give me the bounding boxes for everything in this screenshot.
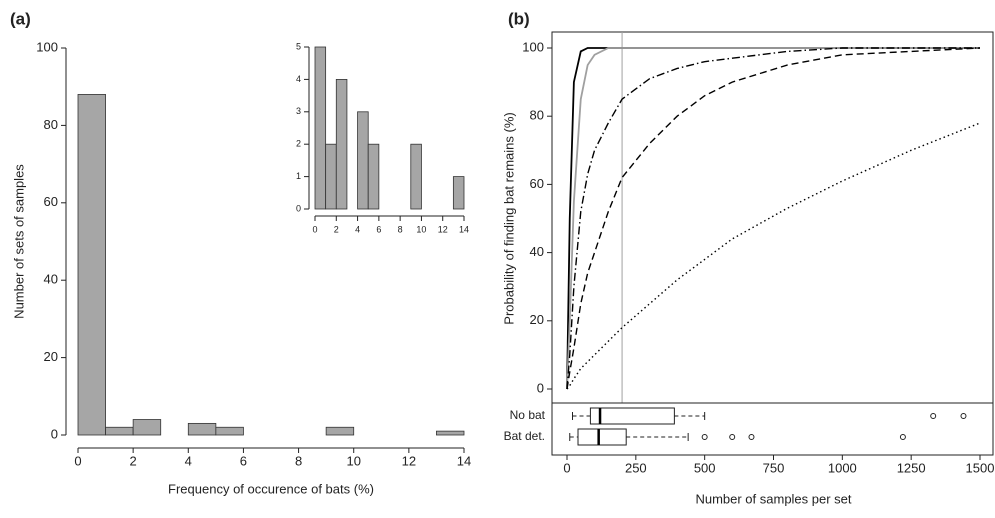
plot-frame	[551, 402, 994, 456]
y-tick-label: 1	[296, 171, 301, 181]
y-tick-label: 40	[530, 244, 544, 259]
x-tick-label: 10	[346, 453, 360, 468]
box	[577, 428, 627, 446]
outlier	[748, 434, 755, 440]
y-tick-label: 20	[530, 312, 544, 327]
x-tick-label: 12	[402, 453, 416, 468]
bar	[325, 426, 355, 436]
y-tick-label: 4	[296, 74, 301, 84]
panel-label: (a)	[10, 9, 31, 28]
x-tick-label: 1250	[897, 460, 926, 475]
series-line	[566, 47, 981, 390]
y-tick-label: 80	[44, 117, 58, 132]
y-tick-label: 0	[537, 380, 544, 395]
outlier	[930, 413, 937, 419]
bar	[187, 422, 217, 436]
bar	[436, 430, 465, 436]
x-axis-label: Frequency of occurence of bats (%)	[168, 481, 374, 496]
y-tick-label: 60	[44, 194, 58, 209]
box	[589, 407, 675, 425]
x-tick-label: 2	[334, 224, 339, 234]
x-axis-label: Number of samples per set	[695, 491, 851, 506]
y-tick-label: 2	[296, 139, 301, 149]
bar	[452, 176, 465, 210]
series-line	[566, 47, 980, 390]
bar	[215, 426, 244, 436]
x-tick-label: 0	[74, 453, 81, 468]
y-tick-label: 100	[36, 39, 58, 54]
y-tick-label: 0	[51, 426, 58, 441]
y-tick-label: 20	[44, 349, 58, 364]
bar	[314, 46, 327, 210]
y-tick-label: 60	[530, 176, 544, 191]
bar	[105, 426, 134, 436]
x-tick-label: 14	[457, 453, 471, 468]
x-tick-label: 8	[295, 453, 302, 468]
bar	[410, 143, 422, 210]
x-tick-label: 0	[563, 460, 570, 475]
x-tick-label: 1000	[828, 460, 857, 475]
category-label: No bat	[510, 408, 546, 422]
outlier	[701, 434, 708, 440]
y-tick-label: 40	[44, 272, 58, 287]
y-axis-label: Probability of finding bat remains (%)	[501, 112, 516, 324]
series-line	[566, 122, 981, 390]
panel-label: (b)	[508, 9, 530, 28]
series-line	[566, 47, 980, 390]
category-label: Bat det.	[504, 429, 545, 443]
x-tick-label: 4	[355, 224, 360, 234]
y-tick-label: 100	[522, 39, 544, 54]
y-axis-label: Number of sets of samples	[11, 164, 26, 319]
x-tick-label: 4	[185, 453, 192, 468]
bar	[325, 143, 337, 210]
bar	[77, 94, 106, 436]
series-line	[566, 47, 980, 390]
outlier	[899, 434, 906, 440]
x-tick-label: 6	[240, 453, 247, 468]
bar	[357, 111, 369, 210]
x-tick-label: 1500	[966, 460, 995, 475]
y-tick-label: 5	[296, 41, 301, 51]
x-tick-label: 12	[438, 224, 448, 234]
x-tick-label: 2	[130, 453, 137, 468]
bar	[367, 143, 380, 210]
x-tick-label: 8	[398, 224, 403, 234]
x-tick-label: 250	[625, 460, 647, 475]
outlier	[729, 434, 736, 440]
plot-frame	[551, 31, 994, 404]
y-tick-label: 0	[296, 203, 301, 213]
bar	[335, 79, 348, 210]
x-tick-label: 500	[694, 460, 716, 475]
x-tick-label: 0	[312, 224, 317, 234]
y-tick-label: 3	[296, 106, 301, 116]
x-tick-label: 6	[376, 224, 381, 234]
x-tick-label: 750	[763, 460, 785, 475]
outlier	[960, 413, 967, 419]
y-tick-label: 80	[530, 108, 544, 123]
x-tick-label: 10	[416, 224, 426, 234]
x-tick-label: 14	[459, 224, 469, 234]
bar	[132, 419, 162, 436]
